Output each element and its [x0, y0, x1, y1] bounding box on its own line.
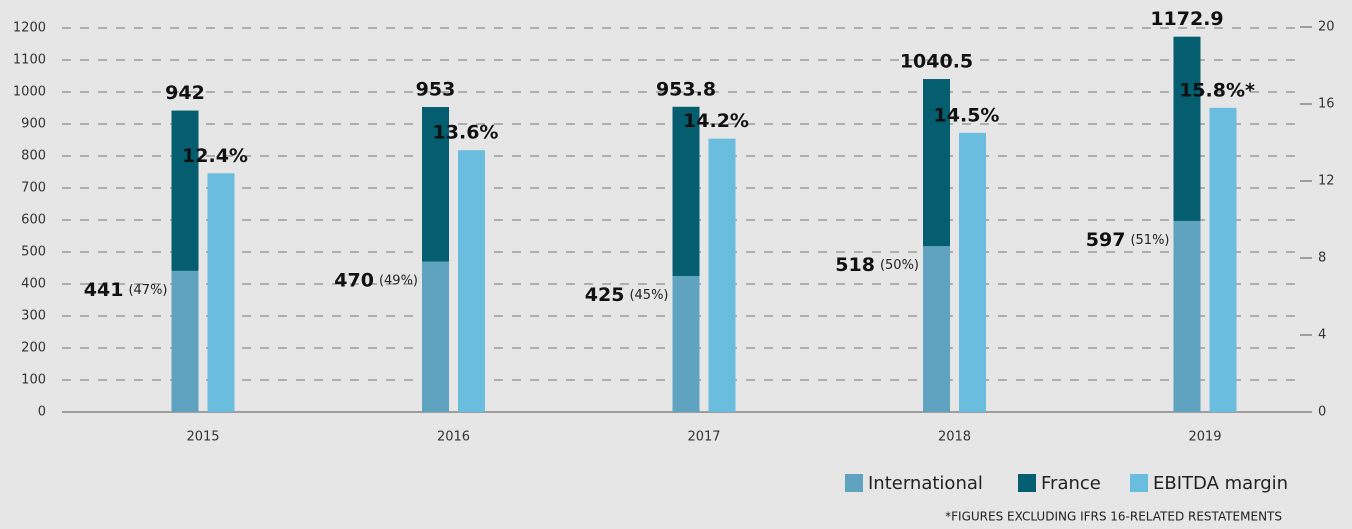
international-value: 425 — [585, 284, 625, 306]
y-tick-label: 0 — [38, 405, 46, 420]
bar-ebitda — [959, 132, 986, 412]
y-tick-label: 900 — [21, 117, 46, 132]
legend-label: EBITDA margin — [1153, 473, 1288, 494]
y2-tick-label: 0 — [1318, 405, 1326, 420]
y-tick-label: 500 — [21, 245, 46, 260]
bar-france — [171, 110, 199, 271]
y-tick-label: 800 — [21, 149, 46, 164]
bar-ebitda — [207, 173, 235, 412]
bar-international — [171, 270, 199, 412]
bar-france — [1173, 36, 1201, 221]
bar-international — [672, 276, 700, 412]
international-share: (51%) — [1130, 232, 1169, 247]
bar-international — [923, 246, 950, 412]
bar-international — [1173, 220, 1201, 412]
international-label: 518 (50%) — [835, 254, 919, 276]
international-value: 441 — [84, 278, 124, 300]
y-tick-label: 700 — [21, 181, 46, 196]
bar-ebitda — [708, 138, 736, 412]
international-value: 518 — [835, 254, 875, 276]
legend-swatch — [1130, 474, 1148, 492]
bar-ebitda — [1209, 107, 1237, 412]
legend-swatch — [1018, 474, 1036, 492]
international-value: 597 — [1086, 228, 1126, 250]
y2-tick-label: 20 — [1318, 20, 1335, 35]
y2-tick-label: 12 — [1318, 174, 1335, 189]
ebitda-label: 15.8%* — [1179, 79, 1255, 101]
international-label: 441 (47%) — [84, 278, 168, 300]
y-tick-label: 600 — [21, 213, 46, 228]
y-tick-label: 1000 — [13, 85, 46, 100]
x-tick-label: 2017 — [687, 430, 720, 445]
ebitda-label: 12.4% — [182, 145, 248, 167]
international-share: (50%) — [880, 258, 919, 273]
y-tick-label: 1200 — [13, 21, 46, 36]
international-share: (47%) — [128, 282, 167, 297]
y-tick-label: 200 — [21, 341, 46, 356]
y2-tick-label: 16 — [1318, 97, 1335, 112]
y2-tick-label: 4 — [1318, 328, 1326, 343]
ebitda-label: 13.6% — [433, 122, 499, 144]
international-label: 470 (49%) — [334, 269, 418, 291]
total-label: 953.8 — [656, 78, 716, 100]
legend-label: International — [868, 473, 983, 494]
bar-france — [422, 107, 449, 262]
total-label: 942 — [165, 82, 205, 104]
bar-france — [672, 106, 700, 276]
bar-france — [923, 79, 950, 247]
ebitda-label: 14.5% — [934, 104, 1000, 126]
x-tick-label: 2016 — [437, 430, 470, 445]
ebitda-label: 14.2% — [683, 110, 749, 132]
total-label: 1040.5 — [900, 51, 973, 73]
y-tick-label: 1100 — [13, 53, 46, 68]
international-share: (49%) — [379, 273, 418, 288]
y-tick-label: 300 — [21, 309, 46, 324]
bar-ebitda — [458, 150, 485, 412]
international-label: 425 (45%) — [585, 284, 669, 306]
x-tick-label: 2019 — [1188, 430, 1221, 445]
footnote: *FIGURES EXCLUDING IFRS 16-RELATED RESTA… — [945, 510, 1282, 524]
x-tick-label: 2015 — [186, 430, 219, 445]
legend-swatch — [845, 474, 863, 492]
x-tick-label: 2018 — [938, 430, 971, 445]
total-label: 953 — [416, 79, 456, 101]
international-share: (45%) — [629, 288, 668, 303]
y-tick-label: 400 — [21, 277, 46, 292]
y-tick-label: 100 — [21, 373, 46, 388]
y2-tick-label: 8 — [1318, 251, 1326, 266]
total-label: 1172.9 — [1150, 8, 1223, 30]
international-value: 470 — [334, 269, 374, 291]
bar-international — [422, 261, 449, 412]
international-label: 597 (51%) — [1086, 228, 1170, 250]
legend-label: France — [1041, 473, 1101, 494]
